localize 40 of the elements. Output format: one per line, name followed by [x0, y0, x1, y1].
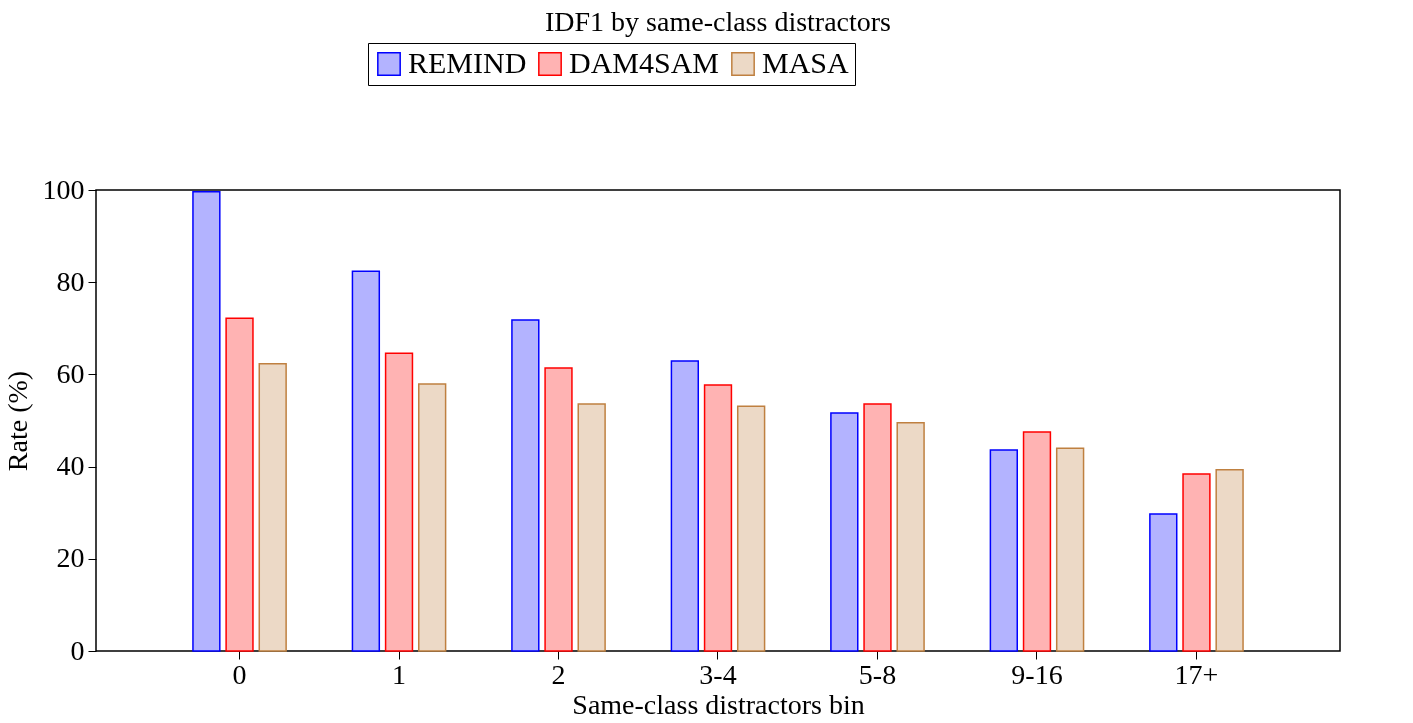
- y-tick-label: 40: [56, 450, 85, 482]
- bar: [351, 270, 381, 652]
- x-tick-label: 17+: [1174, 658, 1219, 690]
- bar: [989, 449, 1018, 652]
- x-tick-label: 2: [551, 658, 566, 690]
- x-tick-label: 3-4: [699, 658, 737, 690]
- bar: [1215, 469, 1244, 652]
- legend-label: MASA: [762, 46, 850, 79]
- bar: [544, 367, 573, 652]
- bar: [703, 384, 733, 652]
- bar: [736, 405, 766, 652]
- legend-label: REMIND: [408, 46, 527, 79]
- bar: [384, 352, 414, 652]
- bar: [258, 363, 287, 652]
- y-tick-label: 60: [56, 357, 85, 389]
- x-tick-label: 9-16: [1011, 658, 1063, 690]
- bar: [1182, 473, 1211, 652]
- y-tick-label: 20: [56, 542, 85, 574]
- x-tick-label: 0: [232, 658, 247, 690]
- bar: [1149, 513, 1178, 652]
- x-axis-title: Same-class distractors bin: [572, 688, 865, 720]
- bar: [225, 317, 254, 652]
- bar: [577, 403, 606, 652]
- bar: [1022, 431, 1052, 652]
- bar: [192, 191, 221, 652]
- y-tick-label: 0: [70, 634, 85, 666]
- bar: [863, 403, 892, 652]
- bar: [511, 319, 540, 652]
- legend-label: DAM4SAM: [569, 46, 720, 79]
- bar: [1055, 447, 1085, 652]
- y-tick-label: 80: [56, 265, 85, 297]
- y-tick-label: 100: [42, 173, 85, 205]
- bar: [830, 412, 859, 652]
- bar: [670, 360, 700, 652]
- x-tick-label: 5-8: [858, 658, 897, 690]
- chart-title: IDF1 by same-class distractors: [544, 5, 892, 37]
- bar: [896, 422, 925, 652]
- bar: [418, 383, 447, 652]
- x-tick-label: 1: [392, 658, 407, 690]
- y-axis-title: Rate (%): [1, 370, 33, 472]
